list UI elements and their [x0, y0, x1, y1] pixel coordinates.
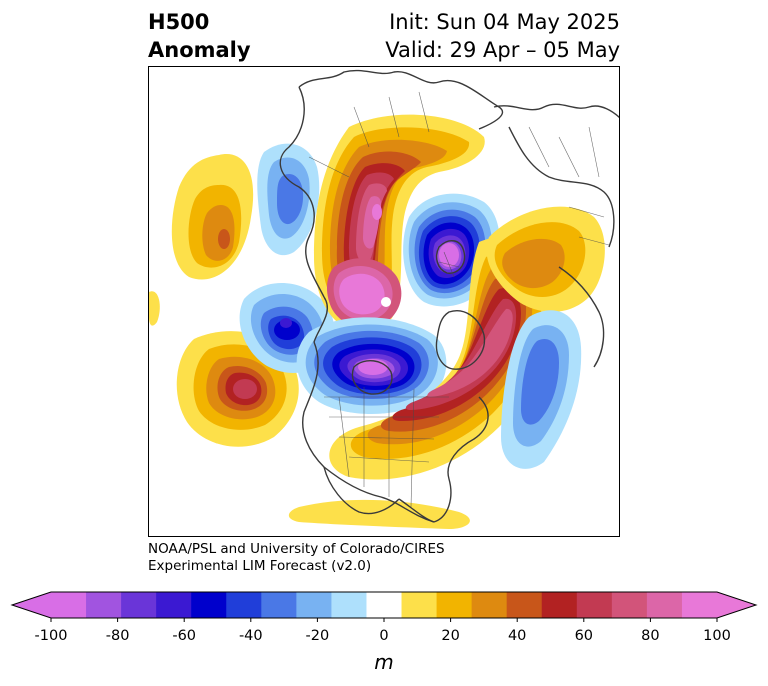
anomaly-positive-east-america [329, 237, 555, 480]
init-date: Init: Sun 04 May 2025 [389, 10, 620, 34]
colorbar-swatch [471, 592, 508, 618]
colorbar [10, 591, 758, 622]
colorbar-tick-label: 20 [441, 628, 460, 644]
colorbar-swatch [366, 592, 403, 618]
anomaly-negative-europe [403, 193, 500, 307]
colorbar-tick-label: -80 [105, 628, 130, 644]
credit-text: NOAA/PSL and University of Colorado/CIRE… [148, 541, 445, 575]
credit-line-1: NOAA/PSL and University of Colorado/CIRE… [148, 541, 445, 557]
map-title: H500 Anomaly [148, 8, 251, 64]
anomaly-map [148, 66, 620, 537]
colorbar-swatch [191, 592, 227, 618]
colorbar-tick-label: 80 [641, 628, 660, 644]
coastlines [279, 69, 619, 523]
colorbar-swatch [541, 592, 578, 618]
colorbar-tick-label: -20 [305, 628, 330, 644]
colorbar-swatch [506, 592, 543, 618]
colorbar-tick-label: -60 [172, 628, 197, 644]
title-variable: H500 [148, 10, 210, 34]
forecast-dates: Init: Sun 04 May 2025 Valid: 29 Apr – 05… [385, 8, 620, 64]
anomaly-negative-east-atlantic [501, 310, 582, 469]
anomaly-positive-subtropics [149, 291, 470, 529]
colorbar-swatch [226, 592, 262, 618]
colorbar-swatch [436, 592, 473, 618]
colorbar-swatch [611, 592, 648, 618]
colorbar-extend-high [717, 592, 756, 618]
colorbar-tick-label: -100 [34, 628, 68, 644]
colorbar-tick-label: 100 [703, 628, 731, 644]
anomaly-positive-pole [326, 258, 402, 328]
political-borders [308, 91, 610, 508]
colorbar-extend-low [12, 592, 51, 618]
anomaly-positive-east-europe [486, 206, 605, 312]
colorbar-swatch [331, 592, 367, 618]
colorbar-swatch [401, 592, 438, 618]
colorbar-tick-label: 60 [574, 628, 594, 644]
colorbar-swatch [51, 592, 87, 618]
colorbar-swatch [156, 592, 192, 618]
colorbar-swatch [261, 592, 297, 618]
colorbar-tick-label: 0 [379, 628, 389, 644]
colorbar-swatch [86, 592, 122, 618]
credit-line-2: Experimental LIM Forecast (v2.0) [148, 558, 372, 574]
title-type: Anomaly [148, 38, 251, 62]
colorbar-swatch [576, 592, 613, 618]
colorbar-swatch [121, 592, 157, 618]
anomaly-negative-canada [296, 317, 447, 415]
anomaly-positive-west-pacific [171, 154, 254, 280]
colorbar-swatch [296, 592, 332, 618]
colorbar-swatch [681, 592, 718, 618]
colorbar-tick-label: -40 [238, 628, 263, 644]
colorbar-swatch [646, 592, 683, 618]
colorbar-tick-label: 40 [507, 628, 527, 644]
anomaly-negative-northwest [257, 143, 320, 256]
colorbar-unit: m [374, 650, 394, 674]
valid-range: Valid: 29 Apr – 05 May [385, 38, 620, 62]
map-canvas [149, 69, 619, 529]
